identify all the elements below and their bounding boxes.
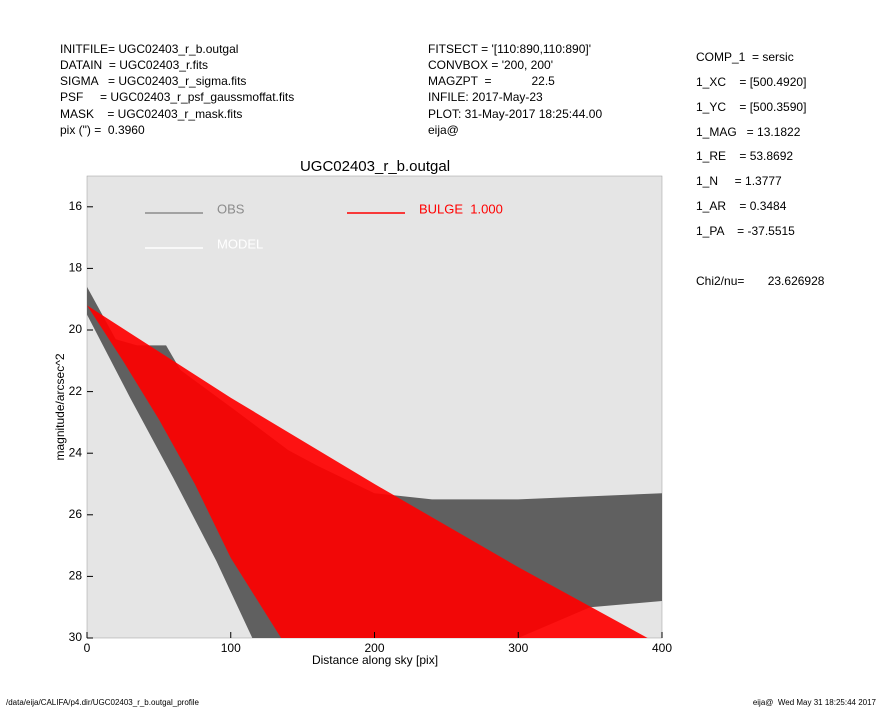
param-text: 1_YC = [500.3590] [696, 100, 806, 114]
y-axis-label: magnitude/arcsec^2 [53, 353, 67, 460]
info-text: INFILE: 2017-May-23 [428, 90, 543, 104]
y-tick-label: 30 [69, 630, 83, 644]
legend-label: BULGE 1.000 [419, 201, 503, 216]
param-text: 1_RE = 53.8692 [696, 149, 793, 163]
param-text: 1_MAG = 13.1822 [696, 125, 801, 139]
y-tick-label: 24 [69, 445, 83, 459]
footer-path: /data/eija/CALIFA/p4.dir/UGC02403_r_b.ou… [6, 698, 200, 707]
info-text: PLOT: 31-May-2017 18:25:44.00 [428, 107, 602, 121]
info-text: DATAIN = UGC02403_r.fits [60, 58, 208, 72]
y-tick-label: 16 [69, 199, 83, 213]
param-text: 1_N = 1.3777 [696, 174, 782, 188]
x-tick-label: 300 [508, 641, 528, 655]
x-tick-label: 0 [84, 641, 91, 655]
y-tick-label: 20 [69, 322, 83, 336]
info-text: MAGZPT = 22.5 [428, 74, 555, 88]
x-tick-label: 400 [652, 641, 672, 655]
legend-label: MODEL [217, 236, 263, 251]
y-tick-label: 28 [69, 569, 83, 583]
param-text: 1_XC = [500.4920] [696, 75, 806, 89]
chart-title: UGC02403_r_b.outgal [300, 158, 450, 175]
param-text: COMP_1 = sersic [696, 50, 794, 64]
chi2-text: Chi2/nu= 23.626928 [696, 274, 825, 288]
param-text: 1_AR = 0.3484 [696, 199, 787, 213]
info-text: pix (") = 0.3960 [60, 123, 145, 137]
info-text: eija@ [428, 123, 459, 137]
y-tick-label: 26 [69, 507, 83, 521]
data-band [87, 305, 648, 638]
x-tick-label: 100 [221, 641, 241, 655]
param-text: 1_PA = -37.5515 [696, 224, 795, 238]
legend-label: OBS [217, 201, 245, 216]
info-text: CONVBOX = '200, 200' [428, 58, 553, 72]
x-axis-label: Distance along sky [pix] [312, 653, 438, 667]
x-tick-label: 200 [364, 641, 384, 655]
info-text: INITFILE= UGC02403_r_b.outgal [60, 42, 238, 56]
info-text: MASK = UGC02403_r_mask.fits [60, 107, 242, 121]
info-text: SIGMA = UGC02403_r_sigma.fits [60, 74, 246, 88]
y-tick-label: 18 [69, 261, 83, 275]
info-text: FITSECT = '[110:890,110:890]' [428, 42, 591, 56]
info-text: PSF = UGC02403_r_psf_gaussmoffat.fits [60, 90, 294, 104]
y-tick-label: 22 [69, 384, 83, 398]
footer-stamp: eija@ Wed May 31 18:25:44 2017 [753, 698, 877, 707]
